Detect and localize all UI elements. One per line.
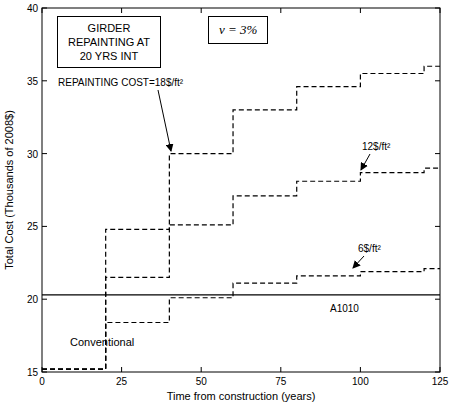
x-tick-top <box>360 8 361 13</box>
x-tick <box>440 367 441 372</box>
y-tick-right <box>435 299 440 300</box>
x-tick-top <box>121 8 122 13</box>
x-tick-top <box>42 8 43 13</box>
series-label: 12$/ft² <box>362 141 391 152</box>
y-tick <box>42 226 47 227</box>
series-line <box>42 168 440 369</box>
x-tick <box>121 367 122 372</box>
x-tick <box>360 367 361 372</box>
x-tick-label: 25 <box>116 376 128 387</box>
y-tick <box>42 153 47 154</box>
y-tick-right <box>435 8 440 9</box>
x-axis-label: Time from construction (years) <box>167 390 316 402</box>
y-tick-right <box>435 153 440 154</box>
chart-root: 0 25 50 75 100 125 15 20 25 30 35 40 Time from const… <box>0 0 450 406</box>
y-tick <box>42 372 47 373</box>
x-tick-top <box>440 8 441 13</box>
series-line <box>42 66 440 369</box>
y-tick-label: 20 <box>27 294 39 305</box>
title-box: GIRDER REPAINTING AT 20 YRS INT <box>57 16 161 68</box>
x-tick-top <box>201 8 202 13</box>
x-tick-label: 100 <box>352 376 369 387</box>
x-tick-label: 50 <box>196 376 208 387</box>
y-tick <box>42 8 47 9</box>
y-tick-label: 15 <box>27 367 39 378</box>
y-tick <box>42 299 47 300</box>
x-tick <box>280 367 281 372</box>
y-tick-label: 30 <box>27 149 39 160</box>
subtitle-box: ν = 3% <box>208 16 268 44</box>
annotation: Conventional <box>70 336 134 348</box>
y-tick-right <box>435 372 440 373</box>
series-line <box>42 294 440 295</box>
series-label: REPAINTING COST=18$/ft² <box>58 77 184 88</box>
series-label: 6$/ft² <box>358 243 381 254</box>
x-tick <box>201 367 202 372</box>
series-line <box>42 269 440 369</box>
label-arrow <box>353 256 364 268</box>
y-tick <box>42 80 47 81</box>
y-tick-label: 35 <box>27 76 39 87</box>
y-tick-label: 40 <box>27 3 39 14</box>
y-axis-label: Total Cost (Thousands of 2008$) <box>3 110 15 270</box>
x-tick-label: 75 <box>275 376 287 387</box>
plot-frame <box>42 8 440 372</box>
series-label: A1010 <box>330 303 359 314</box>
label-arrow <box>158 90 171 151</box>
label-arrow <box>361 154 370 170</box>
y-tick-right <box>435 226 440 227</box>
x-tick-label: 125 <box>432 376 449 387</box>
y-tick-right <box>435 80 440 81</box>
x-tick-label: 0 <box>39 376 45 387</box>
x-tick-top <box>280 8 281 13</box>
series-group <box>42 66 440 369</box>
y-tick-label: 25 <box>27 221 39 232</box>
